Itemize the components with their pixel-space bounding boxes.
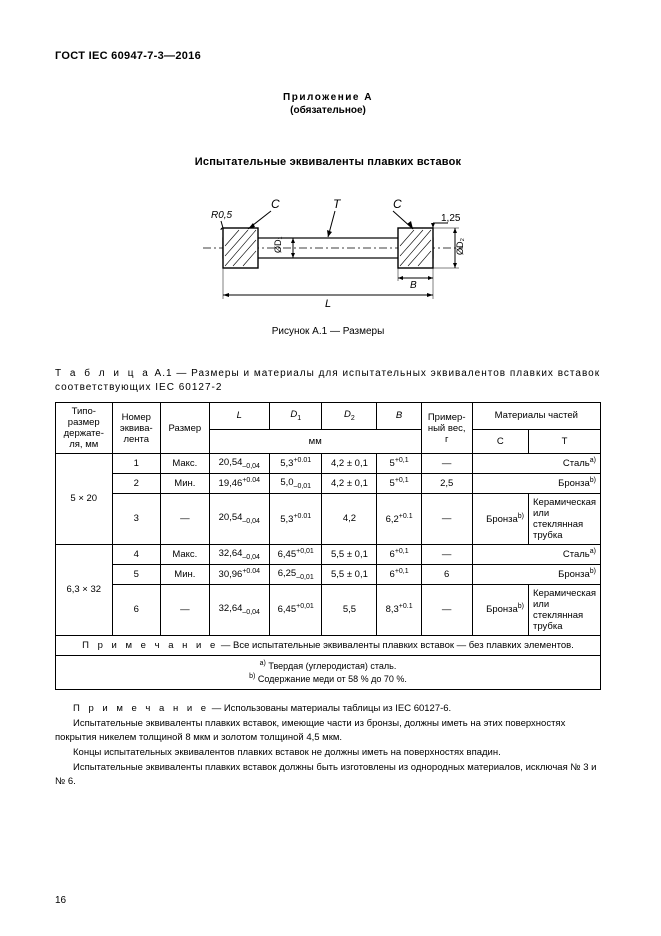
- label-thickness: 1,25: [441, 213, 461, 224]
- figure-caption: Рисунок А.1 — Размеры: [55, 326, 601, 337]
- label-B: B: [410, 280, 417, 291]
- table-note-text: — Все испытательные эквиваленты плавких …: [218, 640, 574, 651]
- body-p3: Концы испытательных эквивалентов плавких…: [55, 746, 601, 759]
- body-p2: Испытательные эквиваленты плавких вставо…: [55, 717, 601, 744]
- label-D2: ØD₂: [455, 238, 465, 256]
- th-D1: D1: [269, 403, 322, 430]
- th-unit: мм: [209, 429, 421, 453]
- table-row: 5 Мин. 30,96+0.04 6,25–0,01 5,5 ± 0,1 6+…: [56, 564, 601, 584]
- th-typesize: Типо-размер держате-ля, мм: [56, 403, 113, 454]
- page-number: 16: [55, 895, 66, 906]
- label-R: R0,5: [211, 210, 233, 221]
- page-root: ГОСТ IEC 60947-7-3—2016 Приложение А (об…: [0, 0, 661, 936]
- standard-code: ГОСТ IEC 60947-7-3—2016: [55, 50, 601, 62]
- label-D1: ØD₁: [273, 236, 283, 253]
- table-note-row: П р и м е ч а н и е — Все испытательные …: [56, 635, 601, 655]
- table-row: 6,3 × 32 4 Макс. 32,64–0,04 6,45+0,01 5,…: [56, 544, 601, 564]
- cell-type: 5 × 20: [56, 454, 113, 545]
- th-C: C: [472, 429, 528, 453]
- table-row: 3 — 20,54–0,04 5,3+0.01 4,2 6,2+0.1 — Бр…: [56, 493, 601, 544]
- footnote-a: Твердая (углеродистая) сталь.: [268, 661, 396, 671]
- th-T: T: [529, 429, 601, 453]
- figure: R0,5 C C T 1,25 ØD₁ ØD₂: [55, 183, 601, 337]
- body-text: П р и м е ч а н и е — Использованы матер…: [55, 702, 601, 788]
- annex-title: Приложение А: [55, 92, 601, 103]
- table-row: 2 Мин. 19,46+0.04 5,0–0,01 4,2 ± 0,1 5+0…: [56, 473, 601, 493]
- label-C2: C: [393, 197, 402, 211]
- th-B: B: [377, 403, 421, 430]
- th-size: Размер: [161, 403, 210, 454]
- cell-type: 6,3 × 32: [56, 544, 113, 635]
- th-materials: Материалы частей: [472, 403, 600, 430]
- th-D2: D2: [322, 403, 377, 430]
- footnote-b: Содержание меди от 58 % до 70 %.: [258, 674, 407, 684]
- table-caption-lead: Т а б л и ц а: [55, 368, 151, 379]
- body-note-text: — Использованы материалы таблицы из IEC …: [209, 703, 451, 714]
- table-header-row: Типо-размер держате-ля, мм Номер эквива-…: [56, 403, 601, 430]
- section-title: Испытательные эквиваленты плавких вставо…: [55, 156, 601, 168]
- table-row: 5 × 20 1 Макс. 20,54–0,04 5,3+0.01 4,2 ±…: [56, 454, 601, 474]
- body-note-lead: П р и м е ч а н и е: [73, 703, 209, 714]
- th-weight: Пример-ный вес, г: [421, 403, 472, 454]
- table-footnotes: a) Твердая (углеродистая) сталь. b) Соде…: [56, 655, 601, 689]
- data-table: Типо-размер держате-ля, мм Номер эквива-…: [55, 402, 601, 690]
- table-row: 6 — 32,64–0,04 6,45+0,01 5,5 8,3+0.1 — Б…: [56, 584, 601, 635]
- th-L: L: [209, 403, 269, 430]
- th-eqnum: Номер эквива-лента: [112, 403, 161, 454]
- label-T: T: [333, 197, 342, 211]
- label-L: L: [325, 298, 331, 310]
- table-note-lead: П р и м е ч а н и е: [82, 640, 218, 651]
- fuse-diagram: R0,5 C C T 1,25 ØD₁ ØD₂: [163, 183, 493, 313]
- label-C1: C: [271, 197, 280, 211]
- annex-sub: (обязательное): [55, 105, 601, 116]
- annex-block: Приложение А (обязательное): [55, 92, 601, 116]
- table-caption: Т а б л и ц а А.1 — Размеры и материалы …: [55, 367, 601, 394]
- body-p4: Испытательные эквиваленты плавких вставо…: [55, 761, 601, 788]
